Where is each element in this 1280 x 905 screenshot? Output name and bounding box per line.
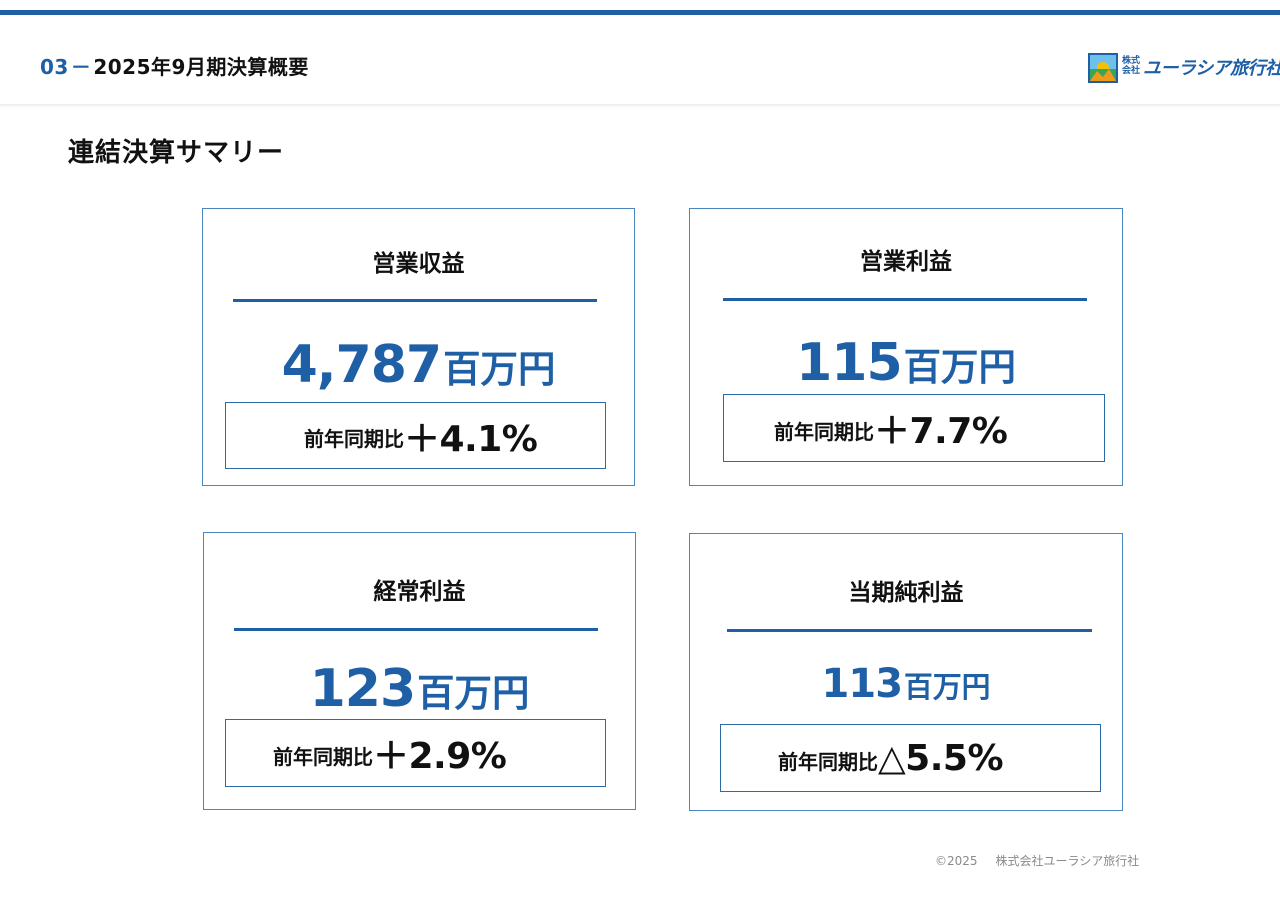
card-value: 113百万円 [690, 661, 1122, 707]
page-heading: 連結決算サマリー [68, 138, 285, 168]
yoy-box: 前年同期比 △5.5% [720, 724, 1101, 792]
card-unit: 百万円 [903, 345, 1016, 389]
card-operating-profit: 営業利益 115百万円 前年同期比 ＋7.7% [689, 208, 1123, 486]
card-unit: 百万円 [443, 347, 556, 391]
card-unit: 百万円 [417, 671, 530, 715]
card-unit: 百万円 [904, 670, 991, 704]
yoy-box: 前年同期比 ＋4.1% [225, 402, 606, 469]
yoy-line: 前年同期比 △5.5% [778, 725, 1004, 791]
company-logo: 株式会社 ユーラシア旅行社 [1088, 53, 1280, 83]
yoy-rate: △5.5% [878, 737, 1004, 779]
card-divider [727, 629, 1092, 632]
header-divider [0, 104, 1280, 108]
section-title: 03 － 2025年9月期決算概要 [40, 51, 309, 80]
section-title-text: 2025年9月期決算概要 [93, 55, 309, 79]
yoy-line: 前年同期比 ＋7.7% [774, 395, 1008, 461]
card-amount: 4,787 [281, 335, 442, 395]
card-amount: 115 [796, 333, 903, 393]
card-title: 営業収益 [372, 251, 465, 277]
yoy-rate: ＋4.1% [404, 418, 538, 460]
logo-company-name: ユーラシア旅行社 [1143, 58, 1280, 79]
logo-small-text: 株式会社 [1122, 56, 1141, 76]
card-amount: 123 [309, 659, 417, 719]
card-amount: 113 [821, 661, 903, 707]
card-ordinary-profit: 経常利益 123百万円 前年同期比 ＋2.9% [203, 532, 636, 810]
yoy-box: 前年同期比 ＋2.9% [225, 719, 606, 787]
card-value: 115百万円 [690, 333, 1122, 393]
card-value: 4,787百万円 [203, 335, 634, 395]
logo-mark-icon [1088, 53, 1118, 83]
footer-company: 株式会社ユーラシア旅行社 [995, 854, 1140, 868]
section-number: 03 [40, 55, 69, 79]
yoy-label: 前年同期比 [778, 749, 878, 774]
yoy-rate: ＋2.9% [373, 736, 507, 777]
card-title: 営業利益 [860, 249, 952, 275]
footer-copyright: ©2025 [935, 854, 978, 868]
yoy-box: 前年同期比 ＋7.7% [723, 394, 1105, 462]
yoy-line: 前年同期比 ＋4.1% [304, 403, 538, 468]
footer: ©2025 株式会社ユーラシア旅行社 [935, 852, 1139, 869]
yoy-label: 前年同期比 [774, 419, 874, 444]
section-dash: － [70, 55, 92, 79]
card-value: 123百万円 [204, 659, 635, 719]
yoy-line: 前年同期比 ＋2.9% [273, 720, 507, 786]
card-divider [233, 299, 597, 302]
card-title: 経常利益 [373, 579, 466, 605]
card-title: 当期純利益 [848, 580, 964, 606]
card-divider [234, 628, 598, 631]
yoy-label: 前年同期比 [273, 744, 373, 769]
top-accent-bar [0, 10, 1280, 15]
card-divider [723, 298, 1087, 301]
card-operating-revenue: 営業収益 4,787百万円 前年同期比 ＋4.1% [202, 208, 635, 486]
card-net-income: 当期純利益 113百万円 前年同期比 △5.5% [689, 533, 1123, 811]
yoy-rate: ＋7.7% [874, 411, 1008, 452]
yoy-label: 前年同期比 [304, 427, 404, 451]
